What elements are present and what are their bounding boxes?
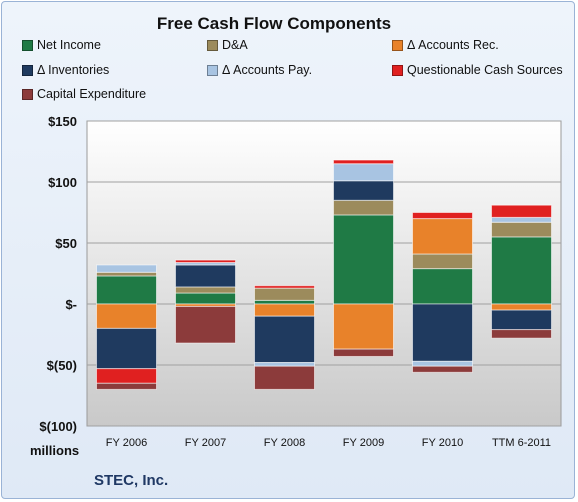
bar-segment bbox=[412, 218, 473, 255]
chart-title: Free Cash Flow Components bbox=[156, 14, 392, 33]
bar-segment bbox=[333, 180, 394, 201]
bar-segment bbox=[491, 221, 552, 238]
bar-segment bbox=[412, 303, 473, 362]
units-label: millions bbox=[30, 443, 80, 458]
bar-segment bbox=[175, 292, 236, 305]
legend-label: Capital Expenditure bbox=[37, 87, 147, 101]
legend-label: Δ Inventories bbox=[37, 63, 110, 77]
y-tick-label: $100 bbox=[48, 175, 77, 190]
bar-segment bbox=[254, 287, 315, 301]
legend-item: Δ Inventories bbox=[22, 63, 109, 77]
bar-segment bbox=[254, 362, 315, 367]
y-tick-label: $150 bbox=[48, 114, 77, 129]
bar-segment bbox=[491, 329, 552, 339]
bar-segment bbox=[96, 368, 157, 384]
bar-segment bbox=[412, 212, 473, 220]
legend-label: Δ Accounts Rec. bbox=[407, 38, 499, 52]
bar-segment bbox=[333, 214, 394, 305]
legend-swatch bbox=[207, 39, 218, 51]
bar-segment bbox=[96, 271, 157, 277]
x-tick-label: FY 2006 bbox=[106, 437, 147, 449]
bar-segment bbox=[175, 305, 236, 344]
y-tick-label: $50 bbox=[55, 236, 77, 251]
bar-segment bbox=[254, 299, 315, 305]
bar-segment bbox=[96, 327, 157, 370]
legend-swatch bbox=[22, 88, 33, 100]
legend-swatch bbox=[22, 64, 33, 76]
x-tick-label: FY 2009 bbox=[343, 437, 384, 449]
bar-segment bbox=[96, 264, 157, 273]
x-tick-label: FY 2008 bbox=[264, 437, 305, 449]
y-tick-label: $- bbox=[65, 297, 77, 312]
bar-segment bbox=[96, 382, 157, 390]
x-tick-label: TTM 6-2011 bbox=[492, 437, 551, 449]
bar-segment bbox=[491, 309, 552, 331]
legend-item: Δ Accounts Rec. bbox=[392, 38, 499, 52]
bar-segment bbox=[491, 204, 552, 218]
bar-segment bbox=[175, 259, 236, 264]
bar-segment bbox=[412, 253, 473, 270]
legend-label: Δ Accounts Pay. bbox=[222, 63, 313, 77]
legend-swatch bbox=[392, 39, 403, 51]
legend-label: D&A bbox=[222, 38, 248, 52]
bar-segment bbox=[96, 275, 157, 305]
bar-segment bbox=[254, 315, 315, 364]
bar-segment bbox=[412, 268, 473, 305]
bar-segment bbox=[412, 360, 473, 367]
bar-segment bbox=[254, 285, 315, 289]
legend-label: Net Income bbox=[37, 38, 101, 52]
legend-item: Net Income bbox=[22, 38, 101, 52]
bar-segment bbox=[175, 264, 236, 288]
plot-area bbox=[86, 120, 562, 427]
bar-segment bbox=[175, 286, 236, 294]
bar-segment bbox=[412, 365, 473, 373]
bar-segment bbox=[333, 199, 394, 216]
x-tick-label: FY 2010 bbox=[422, 437, 463, 449]
x-tick-label: FY 2007 bbox=[185, 437, 226, 449]
bar-segment bbox=[333, 303, 394, 350]
legend-item: Δ Accounts Pay. bbox=[207, 63, 312, 77]
legend-label: Questionable Cash Sources bbox=[407, 63, 563, 77]
company-footer: STEC, Inc. bbox=[94, 472, 169, 489]
legend-swatch bbox=[207, 64, 218, 76]
bar-segment bbox=[491, 216, 552, 223]
bar-segment bbox=[254, 365, 315, 390]
bar-segment bbox=[491, 236, 552, 305]
bar-segment bbox=[96, 303, 157, 329]
y-tick-label: $(50) bbox=[47, 358, 77, 373]
legend-item: Capital Expenditure bbox=[22, 87, 146, 101]
legend-swatch bbox=[22, 39, 33, 51]
legend-item: Questionable Cash Sources bbox=[392, 63, 563, 77]
bar-segment bbox=[491, 303, 552, 311]
bar-segment bbox=[333, 159, 394, 165]
bar-segment bbox=[333, 163, 394, 182]
legend-item: D&A bbox=[207, 38, 248, 52]
legend-swatch bbox=[392, 64, 403, 76]
bar-segment bbox=[333, 348, 394, 357]
bar-segment bbox=[254, 303, 315, 317]
y-tick-label: $(100) bbox=[39, 419, 77, 434]
